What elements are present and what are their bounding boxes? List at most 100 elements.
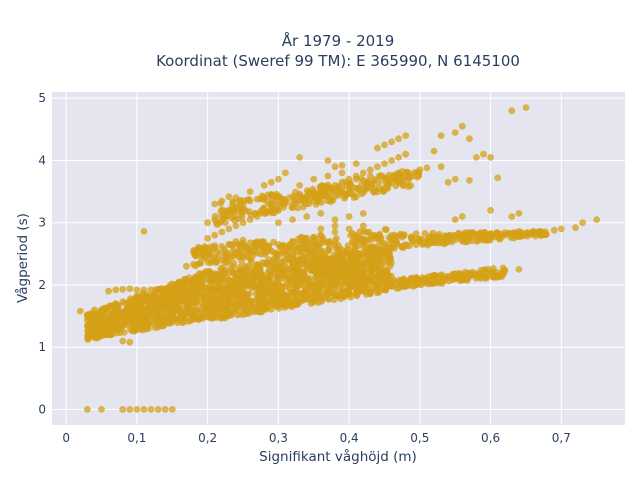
data-point — [291, 272, 298, 279]
data-point — [152, 303, 160, 311]
data-point — [284, 245, 292, 253]
data-point — [168, 406, 176, 413]
data-point — [324, 283, 332, 291]
data-point — [344, 280, 352, 288]
data-point — [210, 244, 218, 252]
data-point — [278, 283, 285, 291]
data-point — [211, 301, 219, 309]
data-point — [213, 286, 221, 293]
x-tick-label: 0,3 — [269, 431, 288, 445]
data-point — [473, 237, 481, 245]
data-point — [299, 297, 306, 304]
data-point — [168, 317, 176, 325]
data-point — [198, 314, 206, 322]
y-tick-label: 0 — [38, 402, 46, 416]
data-point — [557, 225, 565, 233]
data-point — [122, 306, 130, 314]
data-point — [229, 252, 237, 260]
data-point — [143, 323, 151, 331]
data-point — [331, 228, 339, 236]
data-point — [196, 259, 204, 267]
data-point — [251, 248, 258, 255]
data-point — [211, 212, 219, 220]
data-point — [487, 206, 494, 214]
data-point — [331, 163, 339, 171]
data-point — [381, 160, 388, 168]
data-point — [313, 241, 320, 249]
data-point — [494, 174, 502, 182]
data-point — [342, 262, 350, 270]
data-point — [206, 282, 214, 289]
data-point — [444, 178, 452, 186]
data-point — [430, 147, 438, 155]
data-point — [119, 406, 127, 413]
data-point — [350, 278, 358, 286]
data-point — [317, 210, 325, 217]
data-point — [236, 248, 244, 256]
data-point — [334, 184, 341, 191]
data-point — [152, 286, 160, 294]
data-point — [395, 154, 402, 161]
data-point — [437, 163, 445, 171]
data-point — [375, 272, 383, 280]
data-point — [267, 305, 275, 313]
chart-title-line1: År 1979 - 2019 — [282, 31, 395, 50]
data-point — [466, 135, 473, 143]
data-point — [487, 154, 494, 161]
data-point — [356, 253, 364, 260]
x-tick-label: 0,5 — [410, 431, 429, 445]
data-point — [315, 289, 322, 297]
data-point — [326, 276, 334, 284]
data-point — [389, 237, 397, 245]
data-point — [412, 230, 420, 238]
x-tick-label: 0 — [62, 431, 70, 445]
data-point — [466, 269, 474, 277]
data-point — [224, 274, 232, 282]
x-tick-label: 0,1 — [127, 431, 146, 445]
data-point — [246, 297, 253, 304]
data-point — [422, 279, 430, 287]
data-point — [218, 228, 226, 236]
data-point — [254, 265, 262, 273]
data-point — [386, 254, 394, 261]
data-point — [88, 323, 96, 331]
data-point — [230, 259, 238, 267]
data-point — [405, 242, 413, 250]
data-point — [221, 207, 228, 215]
data-point — [208, 314, 216, 321]
data-point — [303, 246, 310, 254]
data-point — [136, 294, 144, 302]
data-point — [112, 286, 120, 294]
data-point — [133, 286, 141, 294]
data-point — [296, 182, 303, 189]
data-point — [305, 282, 313, 289]
data-point — [436, 272, 444, 279]
data-point — [390, 282, 397, 290]
data-point — [500, 231, 508, 239]
data-point — [385, 242, 393, 250]
data-point — [223, 253, 231, 261]
data-point — [366, 172, 374, 180]
data-point — [512, 232, 520, 240]
data-point — [275, 271, 282, 279]
data-point — [381, 141, 388, 149]
data-point — [212, 258, 220, 266]
data-point — [219, 286, 227, 293]
data-point — [273, 190, 280, 198]
data-point — [349, 271, 357, 279]
data-point — [236, 267, 244, 274]
data-point — [359, 210, 367, 217]
data-point — [416, 235, 424, 243]
data-point — [374, 163, 381, 171]
data-point — [98, 406, 105, 413]
data-point — [96, 311, 103, 318]
data-point — [316, 183, 324, 191]
data-point — [262, 209, 270, 217]
data-point — [300, 253, 308, 260]
data-point — [301, 241, 309, 249]
data-point — [293, 280, 300, 288]
data-point — [508, 107, 516, 115]
data-point — [390, 276, 398, 284]
data-point — [414, 170, 422, 178]
